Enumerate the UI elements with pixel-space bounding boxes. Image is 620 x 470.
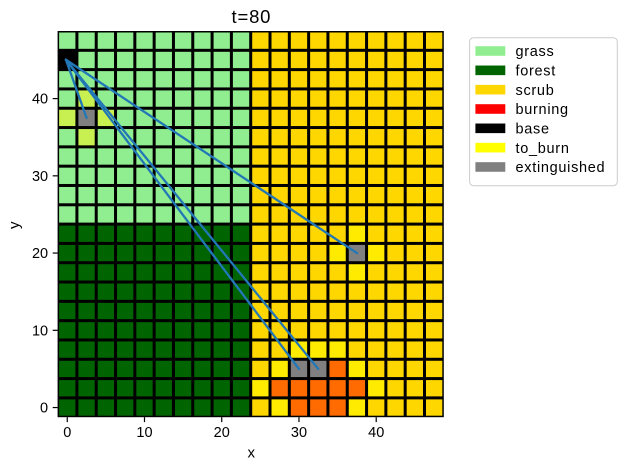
svg-text:30: 30 xyxy=(291,425,307,441)
svg-text:base: base xyxy=(516,122,550,138)
svg-text:extinguished: extinguished xyxy=(516,160,606,176)
svg-text:forest: forest xyxy=(516,64,556,80)
svg-text:x: x xyxy=(247,445,255,462)
svg-text:20: 20 xyxy=(32,246,48,262)
svg-text:10: 10 xyxy=(32,323,48,339)
svg-text:10: 10 xyxy=(136,425,152,441)
svg-text:40: 40 xyxy=(368,425,384,441)
svg-text:grass: grass xyxy=(516,44,555,60)
svg-text:40: 40 xyxy=(32,92,48,108)
svg-text:0: 0 xyxy=(63,425,71,441)
svg-text:to_burn: to_burn xyxy=(516,141,570,157)
svg-text:t=80: t=80 xyxy=(232,6,272,27)
svg-text:y: y xyxy=(6,221,23,229)
svg-text:scrub: scrub xyxy=(516,83,555,99)
svg-text:30: 30 xyxy=(32,169,48,185)
svg-text:0: 0 xyxy=(40,401,48,417)
svg-text:burning: burning xyxy=(516,102,569,118)
svg-text:20: 20 xyxy=(214,425,230,441)
